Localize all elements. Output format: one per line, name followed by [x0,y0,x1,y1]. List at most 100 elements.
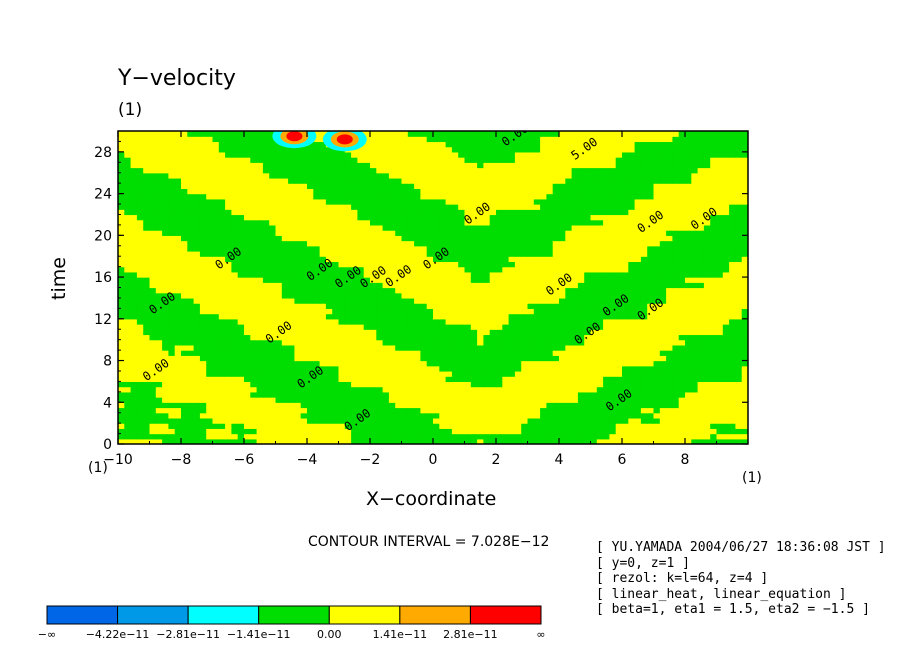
contour-cell [514,344,522,351]
contour-cell [319,250,327,257]
contour-cell [395,219,403,226]
contour-cell [199,256,207,263]
contour-cell [351,297,358,304]
contour-cell [496,376,503,382]
contour-cell [628,214,636,221]
contour-cell [672,381,680,388]
contour-cell [237,423,245,429]
contour-cell [577,428,585,435]
contour-cell [710,417,718,424]
contour-cell [451,266,459,273]
contour-cell [685,219,692,226]
contour-cell [199,381,207,388]
contour-cell [464,350,472,356]
contour-cell [496,240,503,247]
contour-cell [458,402,466,409]
contour-cell [388,250,396,257]
contour-cell [193,360,201,367]
contour-cell [483,256,491,263]
contour-cell [729,428,736,435]
contour-cell [710,407,718,414]
contour-cell [697,204,705,210]
contour-cell [275,235,283,242]
contour-cell [640,235,648,242]
contour-cell [584,350,592,356]
contour-cell [703,397,711,403]
contour-cell [332,303,340,309]
contour-cell [168,433,176,440]
contour-cell [716,313,724,320]
contour-cell [565,297,573,304]
contour-cell [666,407,673,414]
contour-cell [269,183,277,189]
contour-cell [193,277,201,283]
contour-cell [590,250,598,257]
contour-cell [262,397,270,403]
contour-cell [174,417,182,424]
contour-cell [187,412,195,419]
contour-cell [653,428,661,435]
contour-cell [540,407,547,414]
contour-cell [225,438,232,444]
contour-cell [666,266,673,273]
contour-cell [388,224,396,231]
contour-cell [678,261,686,268]
contour-cell [483,193,491,200]
contour-cell [225,271,232,278]
contour-cell [174,438,182,444]
contour-cell [458,386,466,393]
contour-cell [149,224,157,231]
contour-cell [559,344,566,351]
contour-cell [143,355,151,362]
contour-cell [571,240,579,247]
contour-cell [716,428,724,435]
contour-cell [199,277,207,283]
contour-cell [426,308,434,315]
contour-cell [659,256,667,263]
contour-cell [640,277,648,283]
contour-cell [338,386,346,393]
contour-cell [193,235,201,242]
contour-cell [168,423,176,429]
contour-cell [439,209,447,216]
contour-cell [130,188,138,195]
contour-cell [155,355,163,362]
contour-cell [584,287,592,294]
contour-cell [401,412,409,419]
contour-cell [533,350,541,356]
contour-cell [552,198,560,205]
contour-cell [741,245,748,252]
contour-cell [313,224,321,231]
contour-cell [439,397,447,403]
contour-cell [672,214,680,221]
contour-cell [307,214,314,221]
contour-cell [527,214,535,221]
contour-cell [634,277,642,283]
contour-cell [288,386,295,393]
contour-cell [294,250,302,257]
contour-cell [168,256,176,263]
contour-cell [666,219,673,226]
contour-cell [590,277,598,283]
contour-cell [244,198,251,205]
contour-cell [735,303,743,309]
contour-cell [388,308,396,315]
contour-cell [685,235,692,242]
contour-cell [351,386,358,393]
contour-cell [527,334,535,341]
contour-cell [269,344,277,351]
contour-cell [124,224,132,231]
contour-cell [470,287,478,294]
contour-cell [155,287,163,294]
contour-cell [502,261,510,268]
contour-cell [584,412,592,419]
contour-cell [376,240,384,247]
contour-cell [496,209,503,216]
contour-cell [609,240,617,247]
contour-cell [319,355,327,362]
contour-cell [666,417,673,424]
contour-cell [603,303,610,309]
contour-cell [703,271,711,278]
contour-cell [697,183,705,189]
contour-cell [445,344,453,351]
